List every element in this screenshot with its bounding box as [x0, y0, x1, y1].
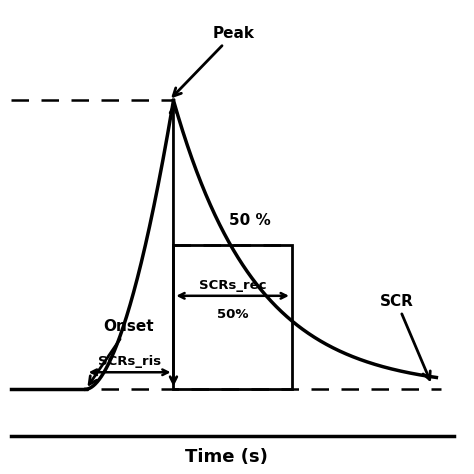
Text: 50%: 50%	[217, 308, 248, 321]
Text: SCRs_rec: SCRs_rec	[199, 279, 266, 292]
Text: Time (s): Time (s)	[184, 448, 267, 466]
Text: SCR: SCR	[379, 293, 430, 380]
Text: SCRs_ris: SCRs_ris	[98, 355, 161, 368]
Text: Peak: Peak	[173, 26, 255, 96]
Text: Onset: Onset	[89, 319, 154, 384]
Text: 50 %: 50 %	[229, 213, 271, 228]
Bar	[173, 245, 292, 389]
